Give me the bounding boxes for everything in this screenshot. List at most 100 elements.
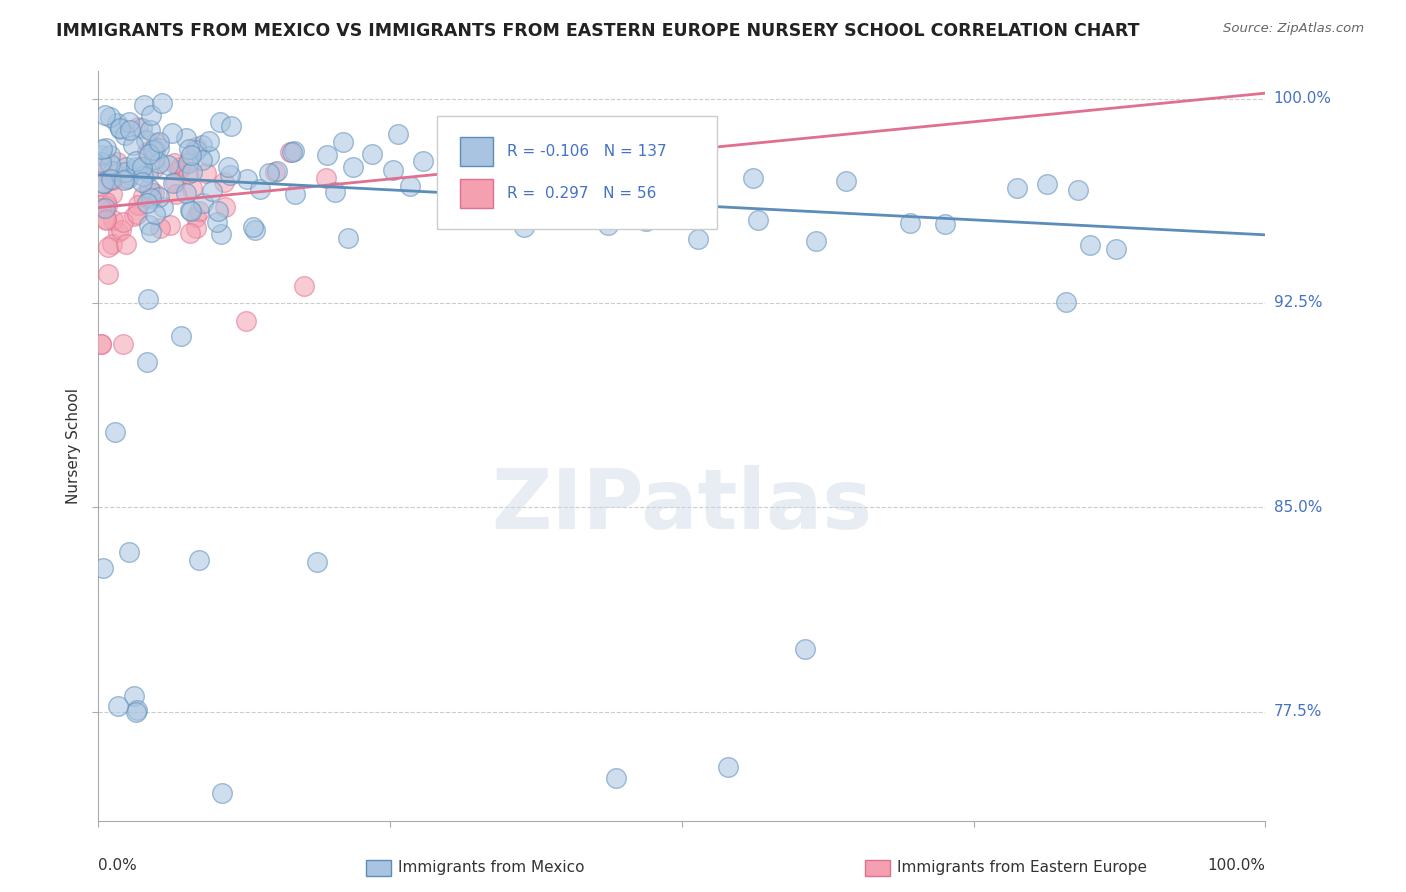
- Text: 0.0%: 0.0%: [98, 858, 138, 872]
- Point: [235, 313, 257, 327]
- Point: [107, 226, 129, 240]
- Point: [108, 121, 131, 136]
- Point: [205, 215, 228, 229]
- Point: [127, 703, 149, 717]
- Point: [662, 193, 685, 207]
- Point: [101, 187, 124, 202]
- Text: 77.5%: 77.5%: [1274, 704, 1322, 719]
- Point: [138, 181, 160, 195]
- Point: [93, 176, 115, 190]
- Point: [1067, 183, 1090, 197]
- Point: [117, 170, 139, 185]
- Point: [125, 705, 148, 719]
- Point: [117, 115, 139, 129]
- Point: [131, 175, 153, 189]
- Point: [90, 336, 112, 351]
- Point: [281, 145, 304, 160]
- Point: [101, 212, 124, 227]
- Point: [177, 167, 200, 181]
- Text: R =  0.297   N = 56: R = 0.297 N = 56: [508, 186, 657, 201]
- Point: [122, 209, 145, 223]
- Point: [136, 145, 159, 160]
- Point: [139, 191, 162, 205]
- Point: [124, 160, 146, 174]
- Point: [110, 223, 132, 237]
- Point: [184, 143, 207, 157]
- Point: [174, 186, 197, 200]
- Y-axis label: Nursery School: Nursery School: [66, 388, 82, 504]
- Point: [121, 137, 143, 152]
- Point: [188, 204, 211, 219]
- Point: [100, 110, 122, 124]
- Point: [117, 168, 139, 182]
- Point: [90, 179, 112, 194]
- Point: [1105, 242, 1128, 256]
- Point: [141, 225, 163, 239]
- Point: [138, 218, 160, 232]
- Text: IMMIGRANTS FROM MEXICO VS IMMIGRANTS FROM EASTERN EUROPE NURSERY SCHOOL CORRELAT: IMMIGRANTS FROM MEXICO VS IMMIGRANTS FRO…: [56, 22, 1140, 40]
- Point: [96, 213, 118, 227]
- Point: [100, 237, 122, 252]
- Point: [198, 149, 221, 163]
- Point: [148, 190, 170, 204]
- Point: [605, 772, 627, 786]
- Point: [598, 219, 620, 233]
- Point: [214, 200, 236, 214]
- Point: [548, 164, 571, 178]
- Point: [131, 161, 153, 175]
- Point: [169, 329, 191, 343]
- Point: [114, 128, 136, 142]
- Point: [245, 223, 267, 237]
- Point: [412, 153, 434, 168]
- Point: [620, 186, 643, 201]
- Point: [236, 172, 259, 186]
- Point: [105, 155, 128, 169]
- Point: [283, 145, 305, 159]
- Point: [143, 207, 166, 221]
- Text: Immigrants from Mexico: Immigrants from Mexico: [398, 861, 585, 875]
- Point: [742, 170, 765, 185]
- Point: [97, 268, 120, 282]
- Point: [105, 116, 128, 130]
- Point: [132, 169, 155, 183]
- Point: [98, 157, 121, 171]
- Point: [211, 786, 233, 800]
- FancyBboxPatch shape: [460, 179, 494, 208]
- Point: [127, 120, 149, 134]
- Point: [90, 165, 112, 179]
- Point: [112, 215, 135, 229]
- Point: [141, 107, 163, 121]
- Point: [332, 135, 354, 149]
- Point: [249, 182, 271, 196]
- Point: [136, 293, 159, 307]
- Text: R = -0.106   N = 137: R = -0.106 N = 137: [508, 144, 666, 159]
- Point: [794, 642, 817, 657]
- Point: [97, 240, 120, 254]
- Point: [806, 235, 828, 249]
- Point: [91, 176, 114, 190]
- Point: [136, 195, 159, 210]
- Point: [212, 175, 235, 189]
- Point: [201, 185, 224, 199]
- Point: [138, 146, 160, 161]
- Point: [361, 147, 384, 161]
- Point: [174, 131, 197, 145]
- Point: [934, 217, 956, 231]
- Point: [163, 176, 186, 190]
- Point: [278, 145, 301, 160]
- Point: [162, 156, 184, 170]
- Point: [194, 166, 217, 180]
- Point: [186, 140, 208, 154]
- Point: [284, 186, 307, 201]
- Point: [122, 689, 145, 703]
- Point: [143, 186, 166, 201]
- Point: [145, 136, 167, 150]
- Point: [162, 176, 184, 190]
- Point: [315, 171, 337, 186]
- Text: Immigrants from Eastern Europe: Immigrants from Eastern Europe: [897, 861, 1147, 875]
- Point: [184, 220, 207, 235]
- Point: [143, 161, 166, 175]
- Text: ZIPatlas: ZIPatlas: [492, 466, 872, 547]
- Point: [127, 161, 149, 176]
- Point: [209, 114, 232, 128]
